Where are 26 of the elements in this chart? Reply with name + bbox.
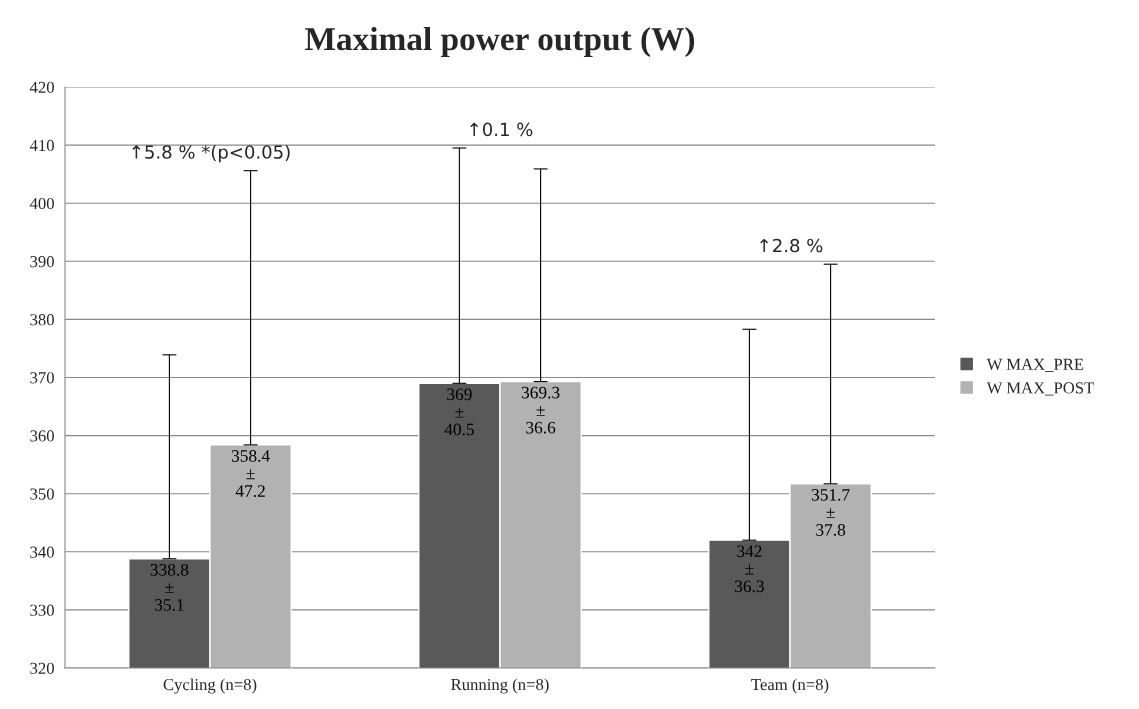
y-tick-label: 410 xyxy=(29,139,54,152)
x-tick-label: Cycling (n=8) xyxy=(163,678,257,694)
legend-label: W MAX_PRE xyxy=(986,358,1084,372)
data-label: 351.7 ± 37.8 xyxy=(811,489,850,536)
data-label: 338.8 ± 35.1 xyxy=(150,563,189,611)
annotation: ↑5.8 % *(p<0.05) xyxy=(132,144,290,163)
y-tick-label: 380 xyxy=(30,314,54,326)
annotation: ↑0.1 % xyxy=(470,122,533,137)
y-tick-label: 400 xyxy=(29,197,54,210)
y-tick-label: 390 xyxy=(30,256,54,268)
y-tick-label: 320 xyxy=(30,662,54,674)
y-tick-label: 340 xyxy=(30,546,54,558)
y-tick-label: 350 xyxy=(30,488,54,500)
legend-label: W MAX_POST xyxy=(986,382,1094,396)
y-tick-label: 360 xyxy=(30,430,54,442)
data-label: 342 ± 36.3 xyxy=(735,545,764,593)
y-tick-label: 370 xyxy=(30,372,54,384)
y-tick-label: 420 xyxy=(29,81,54,93)
y-tick-label: 330 xyxy=(30,604,54,616)
data-label: 369.3 ± 36.6 xyxy=(521,386,560,434)
data-label: 369 ± 40.5 xyxy=(444,388,474,436)
x-tick-label: Team (n=8) xyxy=(751,678,829,694)
annotation: ↑2.8 % xyxy=(760,238,823,253)
x-tick-label: Running (n=8) xyxy=(451,678,549,694)
chart-title: Maximal power output (W) xyxy=(305,26,695,58)
data-label: 358.4 ± 47.2 xyxy=(231,450,270,497)
